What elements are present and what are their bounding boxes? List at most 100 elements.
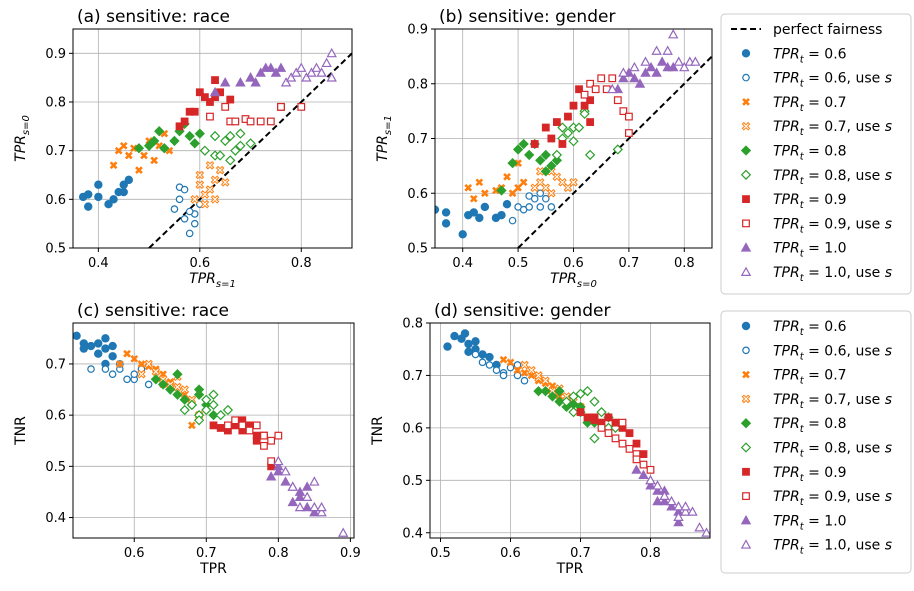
point-tpr07: [187, 421, 196, 430]
legend-marker-tpr07s: [741, 121, 751, 131]
perfect-fairness-line: [517, 55, 712, 248]
point-tpr10: [652, 485, 663, 495]
point-tpr10: [668, 61, 679, 72]
point-tpr06: [101, 334, 110, 343]
point-tpr09s: [267, 436, 276, 445]
point-tpr09s: [597, 74, 606, 83]
legend-label-tpr10: TPRt = 1.0: [773, 241, 847, 260]
point-tpr10: [673, 516, 684, 527]
point-tpr08: [159, 143, 170, 154]
point-tpr09: [552, 118, 561, 126]
point-tpr06s: [492, 366, 501, 374]
point-tpr08s: [562, 127, 574, 139]
point-tpr06: [469, 208, 478, 217]
y-tick-label: 0.5: [407, 242, 428, 257]
x-tick-label: 0.8: [674, 256, 695, 271]
point-tpr09: [211, 76, 219, 85]
point-tpr07s: [205, 185, 215, 194]
y-tick-label: 0.6: [402, 421, 423, 436]
legend-marker-tpr09s: [742, 492, 750, 500]
legend-marker-tpr10s: [740, 266, 752, 276]
point-tpr10s: [301, 72, 312, 82]
point-tpr07s: [180, 385, 189, 394]
point-tpr09: [580, 101, 589, 110]
y-tick-label: 0.7: [45, 144, 66, 159]
point-tpr08s: [179, 404, 190, 416]
point-tpr09: [547, 134, 556, 143]
point-tpr10s: [337, 527, 349, 537]
point-tpr09: [252, 436, 261, 445]
point-tpr06: [84, 190, 93, 199]
legend-label-tpr07: TPRt = 0.7: [773, 368, 847, 387]
point-tpr07: [124, 151, 133, 160]
point-tpr09s: [608, 74, 617, 83]
legend-marker-tpr06: [741, 49, 751, 58]
point-tpr07: [520, 368, 529, 377]
legend-marker-tpr08: [740, 418, 752, 429]
point-tpr10: [640, 67, 651, 77]
point-tpr10s: [673, 56, 684, 66]
legend-label-tpr06: TPRt = 0.6: [773, 46, 847, 65]
point-tpr07s: [215, 165, 225, 175]
point-tpr09: [632, 439, 641, 448]
point-tpr10: [301, 501, 313, 512]
legend-label-tpr06s: TPRt = 0.6, use s: [773, 343, 892, 362]
point-tpr08: [157, 379, 169, 390]
point-tpr10s: [285, 72, 297, 82]
point-tpr10s: [316, 67, 327, 77]
legend-top: perfect fairness TPRt = 0.6 TPRt = 0.6, us…: [720, 13, 912, 295]
point-tpr08: [561, 401, 572, 413]
point-tpr06: [460, 329, 470, 338]
point-tpr06s: [547, 203, 556, 211]
point-tpr06: [86, 341, 96, 351]
point-tpr09s: [256, 117, 265, 126]
point-tpr08: [554, 386, 565, 397]
point-tpr08s: [225, 155, 236, 166]
point-tpr10s: [652, 480, 663, 490]
y-tick-label: 0.6: [45, 193, 66, 208]
point-tpr10s: [673, 501, 684, 511]
y-tick-label: 0.5: [402, 474, 423, 489]
point-tpr10s: [326, 47, 337, 58]
point-tpr08s: [186, 399, 198, 411]
point-tpr06: [464, 347, 473, 357]
point-tpr10: [631, 464, 642, 474]
legend-marker-tpr07: [742, 97, 750, 106]
point-tpr06s: [506, 363, 515, 372]
legend-label-tpr06s: TPRt = 0.6, use s: [773, 71, 892, 90]
point-tpr10s: [316, 501, 327, 512]
point-tpr09: [625, 429, 634, 438]
point-tpr09s: [624, 112, 633, 121]
point-tpr10: [651, 67, 662, 77]
x-axis-label: TPRs=0: [550, 271, 597, 290]
point-tpr08s: [220, 135, 231, 147]
point-tpr10s: [687, 506, 698, 516]
point-tpr10s: [662, 45, 673, 55]
point-tpr06s: [471, 350, 480, 359]
point-tpr07s: [562, 392, 571, 401]
point-tpr06: [109, 195, 118, 204]
point-tpr07s: [195, 170, 205, 180]
panel-d: 0.5 0.6 0.7 0.8 0.4 0.5 0.6 0.7 0.8 (d) sensitive…: [370, 301, 711, 577]
point-tpr06: [108, 341, 117, 351]
y-axis-label: TPRs=1: [375, 115, 394, 162]
point-tpr10: [638, 469, 649, 480]
y-tick-label: 0.4: [45, 511, 66, 526]
point-tpr09s: [580, 90, 589, 99]
point-tpr09: [180, 117, 189, 126]
legend-frame: [720, 13, 912, 295]
legend-marker-tpr07: [742, 370, 750, 379]
x-axis-label: TPR: [556, 561, 584, 577]
point-tpr10s: [629, 61, 640, 72]
legend-marker-tpr09s: [742, 219, 750, 228]
point-tpr07: [150, 156, 159, 165]
point-tpr06s: [478, 358, 487, 367]
point-tpr10s: [326, 72, 337, 82]
point-tpr10: [280, 476, 291, 486]
point-tpr06s: [513, 371, 522, 380]
point-tpr09s: [624, 129, 633, 137]
point-tpr09s: [238, 421, 247, 430]
point-tpr06: [441, 208, 451, 217]
y-tick-label: 0.9: [45, 47, 66, 62]
point-tpr10s: [607, 83, 618, 94]
